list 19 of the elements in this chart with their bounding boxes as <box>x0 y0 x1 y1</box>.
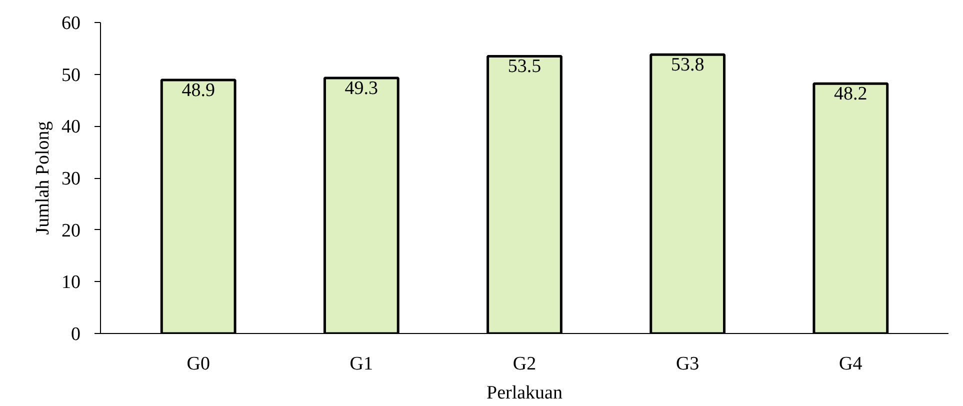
y-tick-label: 0 <box>71 324 80 345</box>
y-tick-label: 20 <box>62 220 80 242</box>
y-tick-label: 10 <box>62 272 80 294</box>
y-tick-label: 30 <box>62 168 80 190</box>
x-tick-label: G2 <box>512 354 536 374</box>
x-tick-label: G4 <box>839 354 863 374</box>
data-label: 49.3 <box>344 78 378 99</box>
data-label: 53.8 <box>670 54 704 76</box>
y-tick-label: 40 <box>62 116 80 138</box>
x-tick-label: G0 <box>186 354 210 374</box>
y-tick-label: 60 <box>62 13 80 34</box>
x-tick-label: G3 <box>676 354 700 374</box>
data-label: 48.9 <box>182 80 215 102</box>
data-label: 53.5 <box>508 56 542 78</box>
y-axis-title: Jumlah Polong <box>32 120 54 235</box>
x-tick-label: G1 <box>350 354 374 374</box>
data-label: 48.2 <box>834 84 868 105</box>
x-axis-title: Perlakuan <box>486 382 563 404</box>
y-tick-label: 50 <box>62 64 80 86</box>
